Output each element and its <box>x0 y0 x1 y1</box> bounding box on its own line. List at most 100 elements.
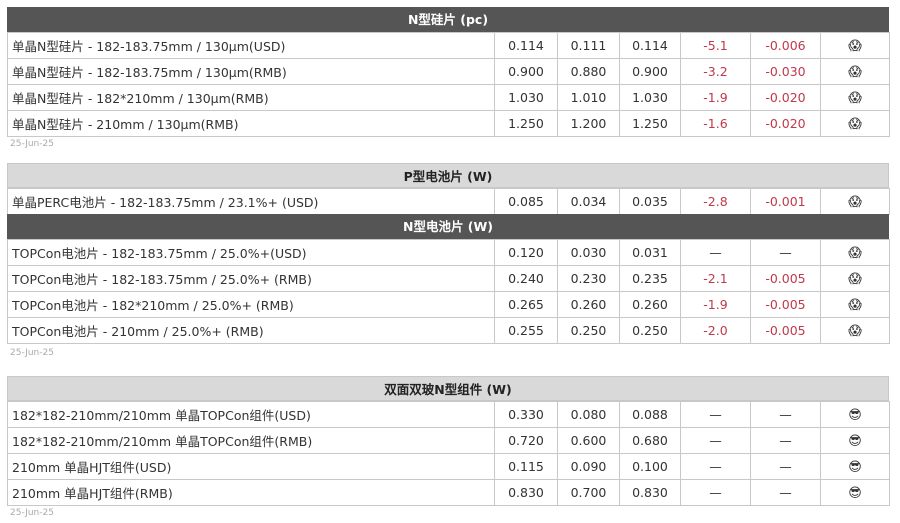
value-cell: -0.020 <box>750 84 821 111</box>
fearful-face-icon: 😱 <box>848 64 862 80</box>
value-cell: 0.030 <box>557 239 620 266</box>
trend-cell: 😎 <box>820 479 890 506</box>
table-row: 182*182-210mm/210mm 单晶TOPCon组件(RMB) 0.720… <box>7 427 890 454</box>
fearful-face-icon: 😱 <box>848 271 862 287</box>
sunglasses-face-icon: 😎 <box>848 407 862 423</box>
value-cell: 1.030 <box>494 84 558 111</box>
section-header: N型硅片 (pc) <box>7 7 889 32</box>
table-row: 182*182-210mm/210mm 单晶TOPCon组件(USD) 0.330… <box>7 401 890 428</box>
section-header: N型电池片 (W) <box>7 214 889 239</box>
value-cell: 0.085 <box>494 188 558 215</box>
value-cell: 0.088 <box>619 401 681 428</box>
value-cell: -3.2 <box>680 58 751 85</box>
value-cell: — <box>750 401 821 428</box>
value-cell: — <box>680 401 751 428</box>
value-cell: 0.230 <box>557 265 620 292</box>
fearful-face-icon: 😱 <box>848 297 862 313</box>
product-label: 单晶N型硅片 - 210mm / 130µm(RMB) <box>7 110 495 137</box>
table-row: TOPCon电池片 - 182*210mm / 25.0%+ (RMB) 0.26… <box>7 291 890 318</box>
value-cell: — <box>680 479 751 506</box>
value-cell: — <box>750 453 821 480</box>
value-cell: 1.250 <box>494 110 558 137</box>
table-row: 单晶N型硅片 - 182*210mm / 130µm(RMB) 1.030 1.01… <box>7 84 890 111</box>
trend-cell: 😱 <box>820 317 890 344</box>
date-label: 25-Jun-25 <box>10 348 54 358</box>
value-cell: -1.9 <box>680 291 751 318</box>
value-cell: — <box>750 479 821 506</box>
fearful-face-icon: 😱 <box>848 323 862 339</box>
value-cell: — <box>680 427 751 454</box>
table-row: 单晶N型硅片 - 182-183.75mm / 130µm(USD) 0.114 0… <box>7 32 890 59</box>
value-cell: 0.900 <box>619 58 681 85</box>
product-label: TOPCon电池片 - 182-183.75mm / 25.0%+ (RMB) <box>7 265 495 292</box>
section-2: N型电池片 (W) TOPCon电池片 - 182-183.75mm / 25.0… <box>7 214 890 344</box>
value-cell: -1.9 <box>680 84 751 111</box>
value-cell: 1.030 <box>619 84 681 111</box>
trend-cell: 😱 <box>820 32 890 59</box>
product-label: 单晶N型硅片 - 182-183.75mm / 130µm(USD) <box>7 32 495 59</box>
value-cell: 0.255 <box>494 317 558 344</box>
product-label: TOPCon电池片 - 182*210mm / 25.0%+ (RMB) <box>7 291 495 318</box>
value-cell: 1.250 <box>619 110 681 137</box>
value-cell: 0.900 <box>494 58 558 85</box>
section-header: P型电池片 (W) <box>7 163 889 188</box>
value-cell: -0.005 <box>750 265 821 292</box>
value-cell: 0.260 <box>619 291 681 318</box>
value-cell: 0.114 <box>619 32 681 59</box>
trend-cell: 😱 <box>820 188 890 215</box>
product-label: 单晶N型硅片 - 182-183.75mm / 130µm(RMB) <box>7 58 495 85</box>
value-cell: — <box>750 427 821 454</box>
trend-cell: 😎 <box>820 427 890 454</box>
table-row: TOPCon电池片 - 210mm / 25.0%+ (RMB) 0.255 0.2… <box>7 317 890 344</box>
fearful-face-icon: 😱 <box>848 194 862 210</box>
value-cell: -0.005 <box>750 291 821 318</box>
product-label: 210mm 单晶HJT组件(USD) <box>7 453 495 480</box>
fearful-face-icon: 😱 <box>848 90 862 106</box>
value-cell: 0.080 <box>557 401 620 428</box>
table-row: 单晶PERC电池片 - 182-183.75mm / 23.1%+ (USD) 0… <box>7 188 890 215</box>
section-1: P型电池片 (W) 单晶PERC电池片 - 182-183.75mm / 23.1… <box>7 163 890 215</box>
table-row: TOPCon电池片 - 182-183.75mm / 25.0%+ (RMB) 0… <box>7 265 890 292</box>
value-cell: 0.265 <box>494 291 558 318</box>
value-cell: -0.001 <box>750 188 821 215</box>
value-cell: 0.260 <box>557 291 620 318</box>
value-cell: 0.235 <box>619 265 681 292</box>
value-cell: 0.120 <box>494 239 558 266</box>
value-cell: — <box>680 453 751 480</box>
value-cell: 1.010 <box>557 84 620 111</box>
table-row: 210mm 单晶HJT组件(USD) 0.115 0.090 0.100— — 😎 <box>7 453 890 480</box>
value-cell: 0.034 <box>557 188 620 215</box>
sunglasses-face-icon: 😎 <box>848 485 862 501</box>
product-label: 单晶PERC电池片 - 182-183.75mm / 23.1%+ (USD) <box>7 188 495 215</box>
value-cell: 0.114 <box>494 32 558 59</box>
table-row: 单晶N型硅片 - 182-183.75mm / 130µm(RMB) 0.900 0… <box>7 58 890 85</box>
section-header: 双面双玻N型组件 (W) <box>7 376 889 401</box>
value-cell: -2.8 <box>680 188 751 215</box>
value-cell: -0.006 <box>750 32 821 59</box>
value-cell: -5.1 <box>680 32 751 59</box>
fearful-face-icon: 😱 <box>848 245 862 261</box>
trend-cell: 😱 <box>820 84 890 111</box>
value-cell: 0.830 <box>619 479 681 506</box>
trend-cell: 😎 <box>820 453 890 480</box>
sunglasses-face-icon: 😎 <box>848 433 862 449</box>
value-cell: 0.720 <box>494 427 558 454</box>
section-3: 双面双玻N型组件 (W) 182*182-210mm/210mm 单晶TOPCon… <box>7 376 890 506</box>
table-row: 210mm 单晶HJT组件(RMB) 0.830 0.700 0.830— — 😎 <box>7 479 890 506</box>
price-table: 单晶PERC电池片 - 182-183.75mm / 23.1%+ (USD) 0… <box>7 188 890 215</box>
value-cell: -1.6 <box>680 110 751 137</box>
trend-cell: 😱 <box>820 110 890 137</box>
table-row: 单晶N型硅片 - 210mm / 130µm(RMB) 1.250 1.200 1.2… <box>7 110 890 137</box>
value-cell: 0.830 <box>494 479 558 506</box>
value-cell: -2.1 <box>680 265 751 292</box>
value-cell: 0.250 <box>619 317 681 344</box>
sunglasses-face-icon: 😎 <box>848 459 862 475</box>
value-cell: -0.020 <box>750 110 821 137</box>
product-label: 182*182-210mm/210mm 单晶TOPCon组件(RMB) <box>7 427 495 454</box>
value-cell: -0.030 <box>750 58 821 85</box>
product-label: 182*182-210mm/210mm 单晶TOPCon组件(USD) <box>7 401 495 428</box>
product-label: 单晶N型硅片 - 182*210mm / 130µm(RMB) <box>7 84 495 111</box>
value-cell: 0.035 <box>619 188 681 215</box>
value-cell: 0.250 <box>557 317 620 344</box>
fearful-face-icon: 😱 <box>848 116 862 132</box>
